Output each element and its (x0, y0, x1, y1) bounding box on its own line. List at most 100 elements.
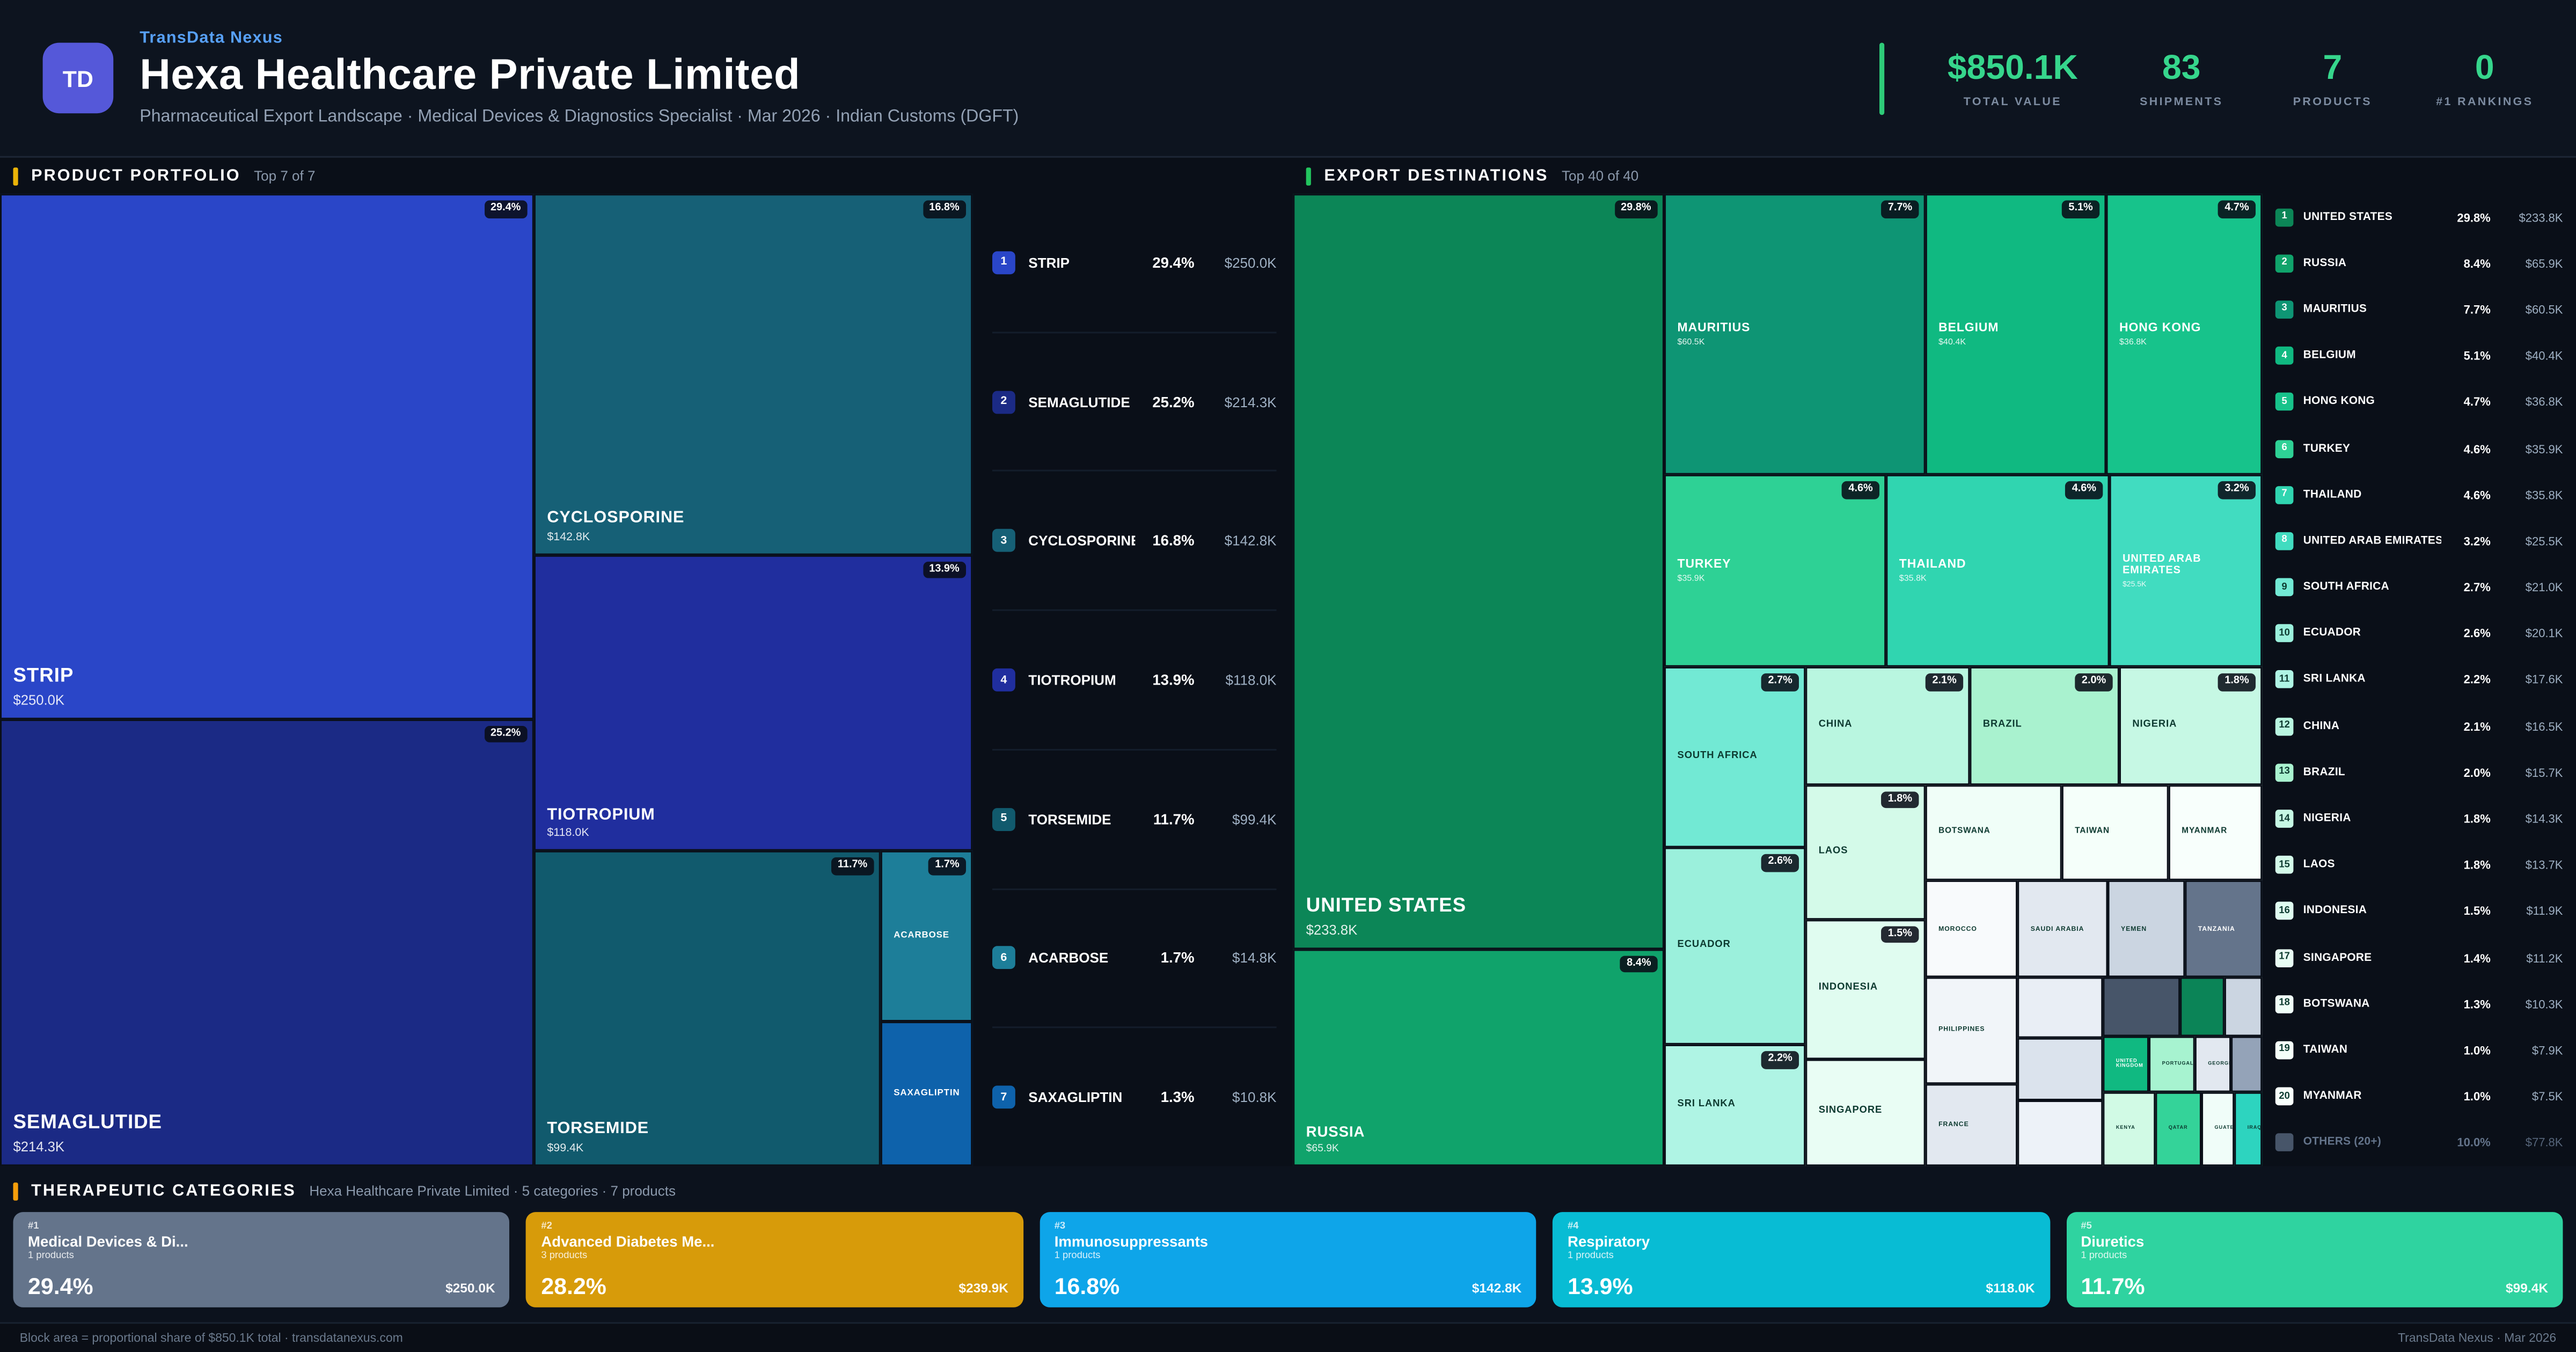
block-label: ECUADOR (1678, 940, 1799, 952)
product-block-semaglutide[interactable]: 25.2% SEMAGLUTIDE $214.3K (0, 719, 534, 1166)
destination-block-sri-lanka[interactable]: 2.2% SRI LANKA (1664, 1044, 1806, 1166)
destination-block-block[interactable] (2224, 977, 2263, 1037)
destination-legend-row-united-states[interactable]: 1 UNITED STATES 29.8% $233.8K (2275, 194, 2563, 240)
destination-block-south-africa[interactable]: 2.7% SOUTH AFRICA (1664, 666, 1806, 848)
legend-name: STRIP (1028, 254, 1070, 271)
destination-block-myanmar[interactable]: MYANMAR (2168, 785, 2263, 880)
destination-legend-row-turkey[interactable]: 6 TURKEY 4.6% $35.9K (2275, 425, 2563, 472)
destination-legend-row-united-arab-emirates[interactable]: 8 UNITED ARAB EMIRATES 3.2% $25.5K (2275, 518, 2563, 564)
destination-block-russia[interactable]: 8.4% RUSSIA $65.9K (1293, 949, 1665, 1166)
product-block-strip[interactable]: 29.4% STRIP $250.0K (0, 194, 534, 719)
product-block-torsemide[interactable]: 11.7% TORSEMIDE $99.4K (533, 850, 881, 1166)
block-name: CYCLOSPORINE (547, 510, 685, 528)
destination-legend-row-laos[interactable]: 15 LAOS 1.8% $13.7K (2275, 842, 2563, 888)
category-card-diuretics[interactable]: #5 Diuretics 1 products 11.7% $99.4K (2066, 1212, 2563, 1307)
card-name: Medical Devices & Di... (28, 1233, 188, 1250)
destination-block-nigeria[interactable]: 1.8% NIGERIA (2119, 666, 2263, 785)
destination-block-saudi-arabia[interactable]: SAUDI ARABIA (2017, 880, 2108, 978)
destination-block-laos[interactable]: 1.8% LAOS (1805, 785, 1926, 920)
destination-block-tanzania[interactable]: TANZANIA (2185, 880, 2263, 978)
destination-legend-row-belgium[interactable]: 4 BELGIUM 5.1% $40.4K (2275, 333, 2563, 379)
destination-legend-row-indonesia[interactable]: 16 INDONESIA 1.5% $11.9K (2275, 888, 2563, 935)
destination-block-iraq[interactable]: IRAQ (2234, 1092, 2263, 1166)
destination-legend-row-ecuador[interactable]: 10 ECUADOR 2.6% $20.1K (2275, 611, 2563, 657)
destination-legend-row-brazil[interactable]: 13 BRAZIL 2.0% $15.7K (2275, 750, 2563, 796)
rank-chip: 14 (2275, 810, 2294, 828)
category-card-respiratory[interactable]: #4 Respiratory 1 products 13.9% $118.0K (1553, 1212, 2050, 1307)
destination-legend-row-sri-lanka[interactable]: 11 SRI LANKA 2.2% $17.6K (2275, 657, 2563, 703)
pct-badge: 1.5% (1881, 926, 1919, 944)
destination-block-philippines[interactable]: PHILIPPINES (1925, 977, 2018, 1084)
destination-legend-row-thailand[interactable]: 7 THAILAND 4.6% $35.8K (2275, 472, 2563, 518)
product-legend-row-torsemide[interactable]: 5 TORSEMIDE 11.7% $99.4K (992, 751, 1277, 890)
destination-block-block[interactable] (2180, 977, 2224, 1037)
destination-legend-row-singapore[interactable]: 17 SINGAPORE 1.4% $11.2K (2275, 935, 2563, 981)
block-name: ECUADOR (1677, 940, 1731, 951)
destination-block-united-kingdom[interactable]: UNITED KINGDOM (2103, 1036, 2149, 1092)
destination-block-turkey[interactable]: 4.6% TURKEY $35.9K (1664, 474, 1886, 667)
destination-block-mauritius[interactable]: 7.7% MAURITIUS $60.5K (1664, 194, 1926, 475)
destination-block-block[interactable] (2017, 1100, 2103, 1166)
legend-pct: 16.8% (1152, 532, 1195, 549)
block-label: YEMEN (2121, 924, 2178, 932)
pct-badge: 2.7% (1761, 673, 1799, 691)
destination-legend-row-nigeria[interactable]: 14 NIGERIA 1.8% $14.3K (2275, 796, 2563, 842)
destination-block-ecuador[interactable]: 2.6% ECUADOR (1664, 847, 1806, 1045)
destination-legend-row-botswana[interactable]: 18 BOTSWANA 1.3% $10.3K (2275, 981, 2563, 1027)
destination-block-block[interactable] (2231, 1036, 2263, 1092)
destination-block-kenya[interactable]: KENYA (2103, 1092, 2156, 1166)
product-block-acarbose[interactable]: 1.7% ACARBOSE (880, 850, 973, 1022)
product-legend-row-semaglutide[interactable]: 2 SEMAGLUTIDE 25.2% $214.3K (992, 333, 1277, 472)
destination-block-taiwan[interactable]: TAIWAN (2061, 785, 2169, 880)
destination-block-hong-kong[interactable]: 4.7% HONG KONG $36.8K (2106, 194, 2263, 475)
destination-block-portugal[interactable]: PORTUGAL (2149, 1036, 2195, 1092)
destination-block-indonesia[interactable]: 1.5% INDONESIA (1805, 920, 1926, 1060)
destination-block-singapore[interactable]: SINGAPORE (1805, 1059, 1926, 1166)
product-legend-row-saxagliptin[interactable]: 7 SAXAGLIPTIN 1.3% $10.8K (992, 1028, 1277, 1166)
destination-legend-row-russia[interactable]: 2 RUSSIA 8.4% $65.9K (2275, 240, 2563, 286)
destination-block-botswana[interactable]: BOTSWANA (1925, 785, 2062, 880)
product-legend-row-cyclosporine[interactable]: 3 CYCLOSPORINE 16.8% $142.8K (992, 472, 1277, 612)
category-card-immunosuppressants[interactable]: #3 Immunosuppressants 1 products 16.8% $142.… (1040, 1212, 1536, 1307)
block-name: PHILIPPINES (1938, 1025, 1985, 1034)
destination-legend-row-south-africa[interactable]: 9 SOUTH AFRICA 2.7% $21.0K (2275, 564, 2563, 611)
product-legend-row-strip[interactable]: 1 STRIP 29.4% $250.0K (992, 194, 1277, 333)
destination-block-united-states[interactable]: 29.8% UNITED STATES $233.8K (1293, 194, 1665, 950)
destination-block-united-arab-emirates[interactable]: 3.2% UNITED ARAB EMIRATES $25.5K (2109, 474, 2263, 667)
destination-block-yemen[interactable]: YEMEN (2107, 880, 2185, 978)
destination-legend-row-mauritius[interactable]: 3 MAURITIUS 7.7% $60.5K (2275, 286, 2563, 333)
destination-legend-row-others-20[interactable]: OTHERS (20+) 10.0% $77.8K (2275, 1120, 2563, 1166)
destination-legend-row-taiwan[interactable]: 19 TAIWAN 1.0% $7.9K (2275, 1027, 2563, 1073)
legend-value: $21.0K (2525, 579, 2563, 595)
destination-block-thailand[interactable]: 4.6% THAILAND $35.8K (1886, 474, 2110, 667)
product-block-cyclosporine[interactable]: 16.8% CYCLOSPORINE $142.8K (533, 194, 973, 555)
destination-legend-row-myanmar[interactable]: 20 MYANMAR 1.0% $7.5K (2275, 1074, 2563, 1120)
block-value: $40.4K (1938, 338, 1966, 348)
block-label: NIGERIA (2132, 720, 2256, 731)
card-products: 1 products (2081, 1251, 2127, 1262)
product-block-tiotropium[interactable]: 13.9% TIOTROPIUM $118.0K (533, 555, 973, 851)
block-label: STRIP $250.0K (13, 664, 527, 708)
block-label: CYCLOSPORINE $142.8K (547, 510, 966, 543)
destination-legend-row-hong-kong[interactable]: 5 HONG KONG 4.7% $36.8K (2275, 379, 2563, 425)
destination-block-belgium[interactable]: 5.1% BELGIUM $40.4K (1925, 194, 2106, 475)
product-legend-row-acarbose[interactable]: 6 ACARBOSE 1.7% $14.8K (992, 890, 1277, 1029)
destination-legend-row-china[interactable]: 12 CHINA 2.1% $16.5K (2275, 703, 2563, 749)
destination-block-morocco[interactable]: MOROCCO (1925, 880, 2018, 978)
destination-block-brazil[interactable]: 2.0% BRAZIL (1970, 666, 2119, 785)
destination-block-qatar[interactable]: QATAR (2155, 1092, 2201, 1166)
destination-block-guatemala[interactable]: GUATEMALA (2201, 1092, 2235, 1166)
destination-block-block[interactable] (2017, 977, 2103, 1038)
page-title: Hexa Healthcare Private Limited (140, 49, 801, 99)
destination-block-georgia[interactable]: GEORGIA (2194, 1036, 2231, 1092)
destination-block-china[interactable]: 2.1% CHINA (1805, 666, 1970, 785)
destination-block-france[interactable]: FRANCE (1925, 1084, 2018, 1166)
legend-value: $40.4K (2525, 348, 2563, 364)
destination-block-block[interactable] (2103, 977, 2180, 1037)
category-card-medical-devices-di[interactable]: #1 Medical Devices & Di... 1 products 29.4%… (13, 1212, 510, 1307)
category-card-advanced-diabetes-me[interactable]: #2 Advanced Diabetes Me... 3 products 28.2%… (526, 1212, 1023, 1307)
product-legend-row-tiotropium[interactable]: 4 TIOTROPIUM 13.9% $118.0K (992, 611, 1277, 751)
product-block-saxagliptin[interactable]: SAXAGLIPTIN (880, 1022, 973, 1166)
card-pct: 16.8% (1054, 1273, 1120, 1299)
destination-block-block[interactable] (2017, 1038, 2103, 1100)
